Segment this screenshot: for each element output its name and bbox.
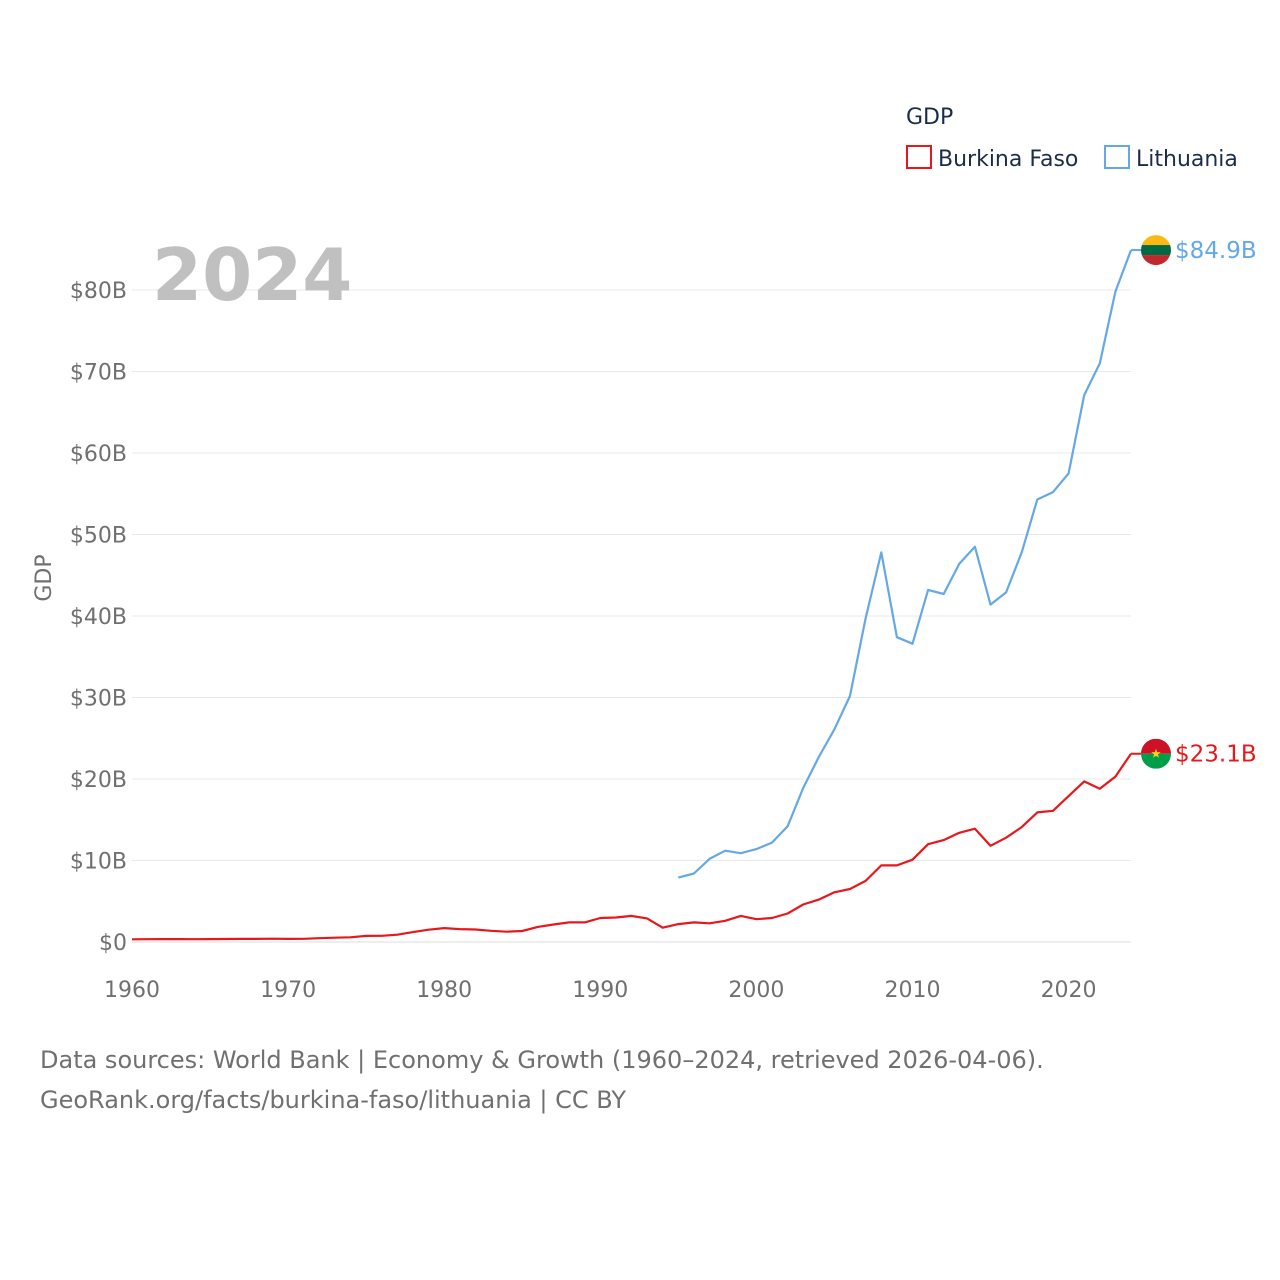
- y-tick-label: $20B: [70, 768, 127, 793]
- x-axis-ticks: 1960 1970 1980 1990 2000 2010 2020: [104, 978, 1097, 1003]
- y-tick-label: $80B: [70, 279, 127, 304]
- y-axis-ticks: $0 $10B $20B $30B $40B $50B $60B $70B $80B: [70, 279, 127, 956]
- x-tick-label: 1990: [572, 978, 628, 1003]
- grid-lines: [132, 289, 1131, 943]
- x-tick-label: 1960: [104, 978, 160, 1003]
- legend-label-burkina-faso: Burkina Faso: [938, 147, 1078, 172]
- legend-swatch-lithuania: [1104, 145, 1130, 169]
- end-value-label: $23.1B: [1175, 742, 1257, 768]
- y-tick-label: $30B: [70, 687, 127, 712]
- x-tick-label: 2010: [884, 978, 940, 1003]
- series-line-burkina-faso: [131, 753, 1132, 941]
- y-tick-label: $0: [99, 931, 127, 956]
- y-tick-label: $50B: [70, 524, 127, 549]
- y-tick-label: $10B: [70, 850, 127, 875]
- end-markers: $23.1B $84.9B: [1131, 235, 1257, 769]
- y-tick-label: $40B: [70, 605, 127, 630]
- legend-label-lithuania: Lithuania: [1136, 147, 1238, 172]
- legend-title: GDP: [906, 105, 953, 130]
- x-tick-label: 1980: [416, 978, 472, 1003]
- lithuania-flag-icon: [1141, 235, 1171, 266]
- y-axis-label: GDP: [32, 554, 57, 601]
- y-tick-label: $70B: [70, 361, 127, 386]
- y-tick-label: $60B: [70, 442, 127, 467]
- legend: GDP Burkina Faso Lithuania: [906, 105, 1238, 172]
- x-tick-label: 2000: [728, 978, 784, 1003]
- end-value-label: $84.9B: [1175, 238, 1257, 264]
- legend-swatch-burkina-faso: [906, 145, 932, 169]
- x-tick-label: 1970: [260, 978, 316, 1003]
- footer-sources: Data sources: World Bank | Economy & Gro…: [40, 1046, 1044, 1074]
- series-line-lithuania: [678, 249, 1133, 879]
- footer-link: GeoRank.org/facts/burkina-faso/lithuania…: [40, 1086, 627, 1114]
- series-lines: [131, 249, 1133, 941]
- year-label: 2024: [152, 233, 352, 317]
- footer-credits: Data sources: World Bank | Economy & Gro…: [40, 1040, 1044, 1120]
- x-tick-label: 2020: [1041, 978, 1097, 1003]
- burkina-faso-flag-icon: [1141, 738, 1171, 769]
